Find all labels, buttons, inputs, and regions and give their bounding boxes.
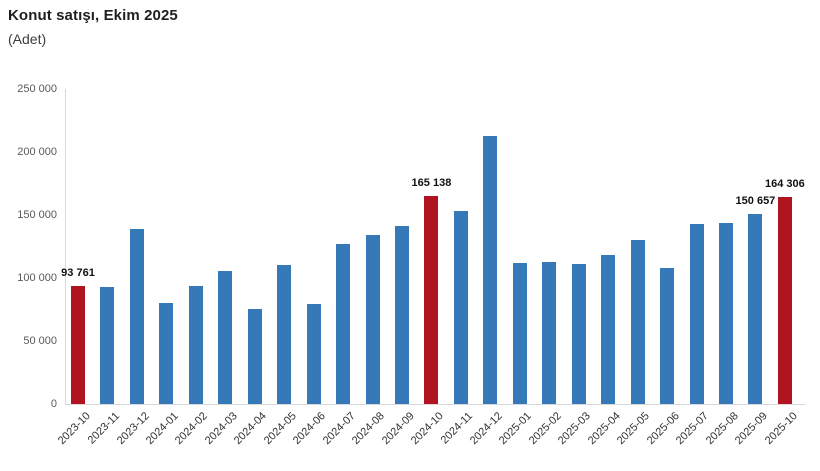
bar-slot: 2024-05: [262, 89, 299, 447]
y-axis-tick-label: 150 000: [17, 209, 57, 221]
y-axis-tick-label: 200 000: [17, 146, 57, 158]
bar-2025-02: [542, 261, 557, 404]
bar-2025-06: [660, 268, 675, 404]
bar-slot: 93 761 2023-10: [55, 89, 94, 447]
bar-2023-12: [129, 229, 144, 404]
bar-2024-05: [277, 264, 292, 404]
bar-slot: 165 138 2024-10: [409, 89, 451, 447]
bar-2025-08: [718, 223, 733, 404]
bar-slot: 2024-12: [468, 89, 505, 447]
bar-2024-12: [483, 136, 498, 404]
bar-slot: 2025-03: [556, 89, 593, 447]
bar-slot: 150 657 2025-09: [733, 89, 775, 447]
bar-2024-11: [453, 211, 468, 404]
chart-title: Konut satışı, Ekim 2025: [8, 7, 178, 24]
bar-slot: 2024-09: [379, 89, 416, 447]
bar-slot: 2024-07: [321, 89, 358, 447]
bar-2025-01: [512, 262, 527, 404]
bar-slot: 2025-07: [674, 89, 711, 447]
y-axis-tick-label: 100 000: [17, 272, 57, 284]
bar-slot: 2025-02: [527, 89, 564, 447]
bar-2024-10: [424, 195, 439, 404]
bar-2024-06: [306, 304, 321, 404]
bar-value-label: 164 306: [764, 178, 805, 190]
bar-2025-05: [630, 240, 645, 404]
bar-slot: 2024-11: [439, 89, 475, 446]
bar-2024-07: [336, 243, 351, 404]
bar-slot: 2024-02: [173, 89, 210, 447]
bar-2025-10: [777, 197, 792, 404]
y-axis-tick-label: 50 000: [23, 335, 57, 347]
y-axis-tick-label: 250 000: [17, 83, 57, 95]
bar-slot: 2025-06: [645, 89, 682, 447]
bar-2025-03: [571, 264, 586, 404]
bar-slot: 164 306 2025-10: [762, 89, 804, 447]
bar-2024-02: [188, 285, 203, 404]
plot-area: 93 761 2023-10 2023-11 2023-12 2024-01 2024-0…: [17, 83, 806, 447]
bar-2023-10: [71, 285, 85, 404]
bar-2024-03: [218, 271, 233, 404]
bar-slot: 2024-03: [203, 89, 240, 447]
bar-value-label: 150 657: [735, 195, 776, 208]
bar-2025-04: [601, 254, 616, 404]
bar-slot: 2024-06: [291, 89, 328, 447]
bar-slot: 2024-01: [144, 89, 181, 447]
bar-2023-11: [100, 286, 115, 404]
bar-2024-04: [247, 308, 262, 404]
bar-value-label: 93 761: [61, 266, 95, 279]
bar-slot: 2023-11: [85, 89, 122, 446]
bar-slot: 2024-04: [232, 89, 269, 447]
bar-2025-09: [748, 214, 763, 404]
bar-series: 93 761 2023-10 2023-11 2023-12 2024-01 2024-0…: [55, 89, 805, 447]
bar-slot: 2025-01: [497, 89, 534, 447]
bar-2025-07: [689, 224, 704, 404]
chart-subtitle: (Adet): [8, 31, 47, 47]
bar-2024-09: [394, 226, 409, 404]
bar-slot: 2025-05: [615, 89, 652, 447]
bar-2024-08: [365, 235, 380, 404]
bar-slot: 2025-04: [586, 89, 623, 447]
bar-value-label: 165 138: [411, 176, 452, 189]
x-axis-tick-label: 2023-10: [55, 410, 93, 448]
y-axis-tick-label: 0: [50, 398, 57, 410]
bar-slot: 2025-08: [703, 89, 740, 447]
bar-slot: 2023-12: [114, 89, 151, 447]
bar-slot: 2024-08: [350, 89, 387, 447]
bar-2024-01: [159, 302, 174, 404]
